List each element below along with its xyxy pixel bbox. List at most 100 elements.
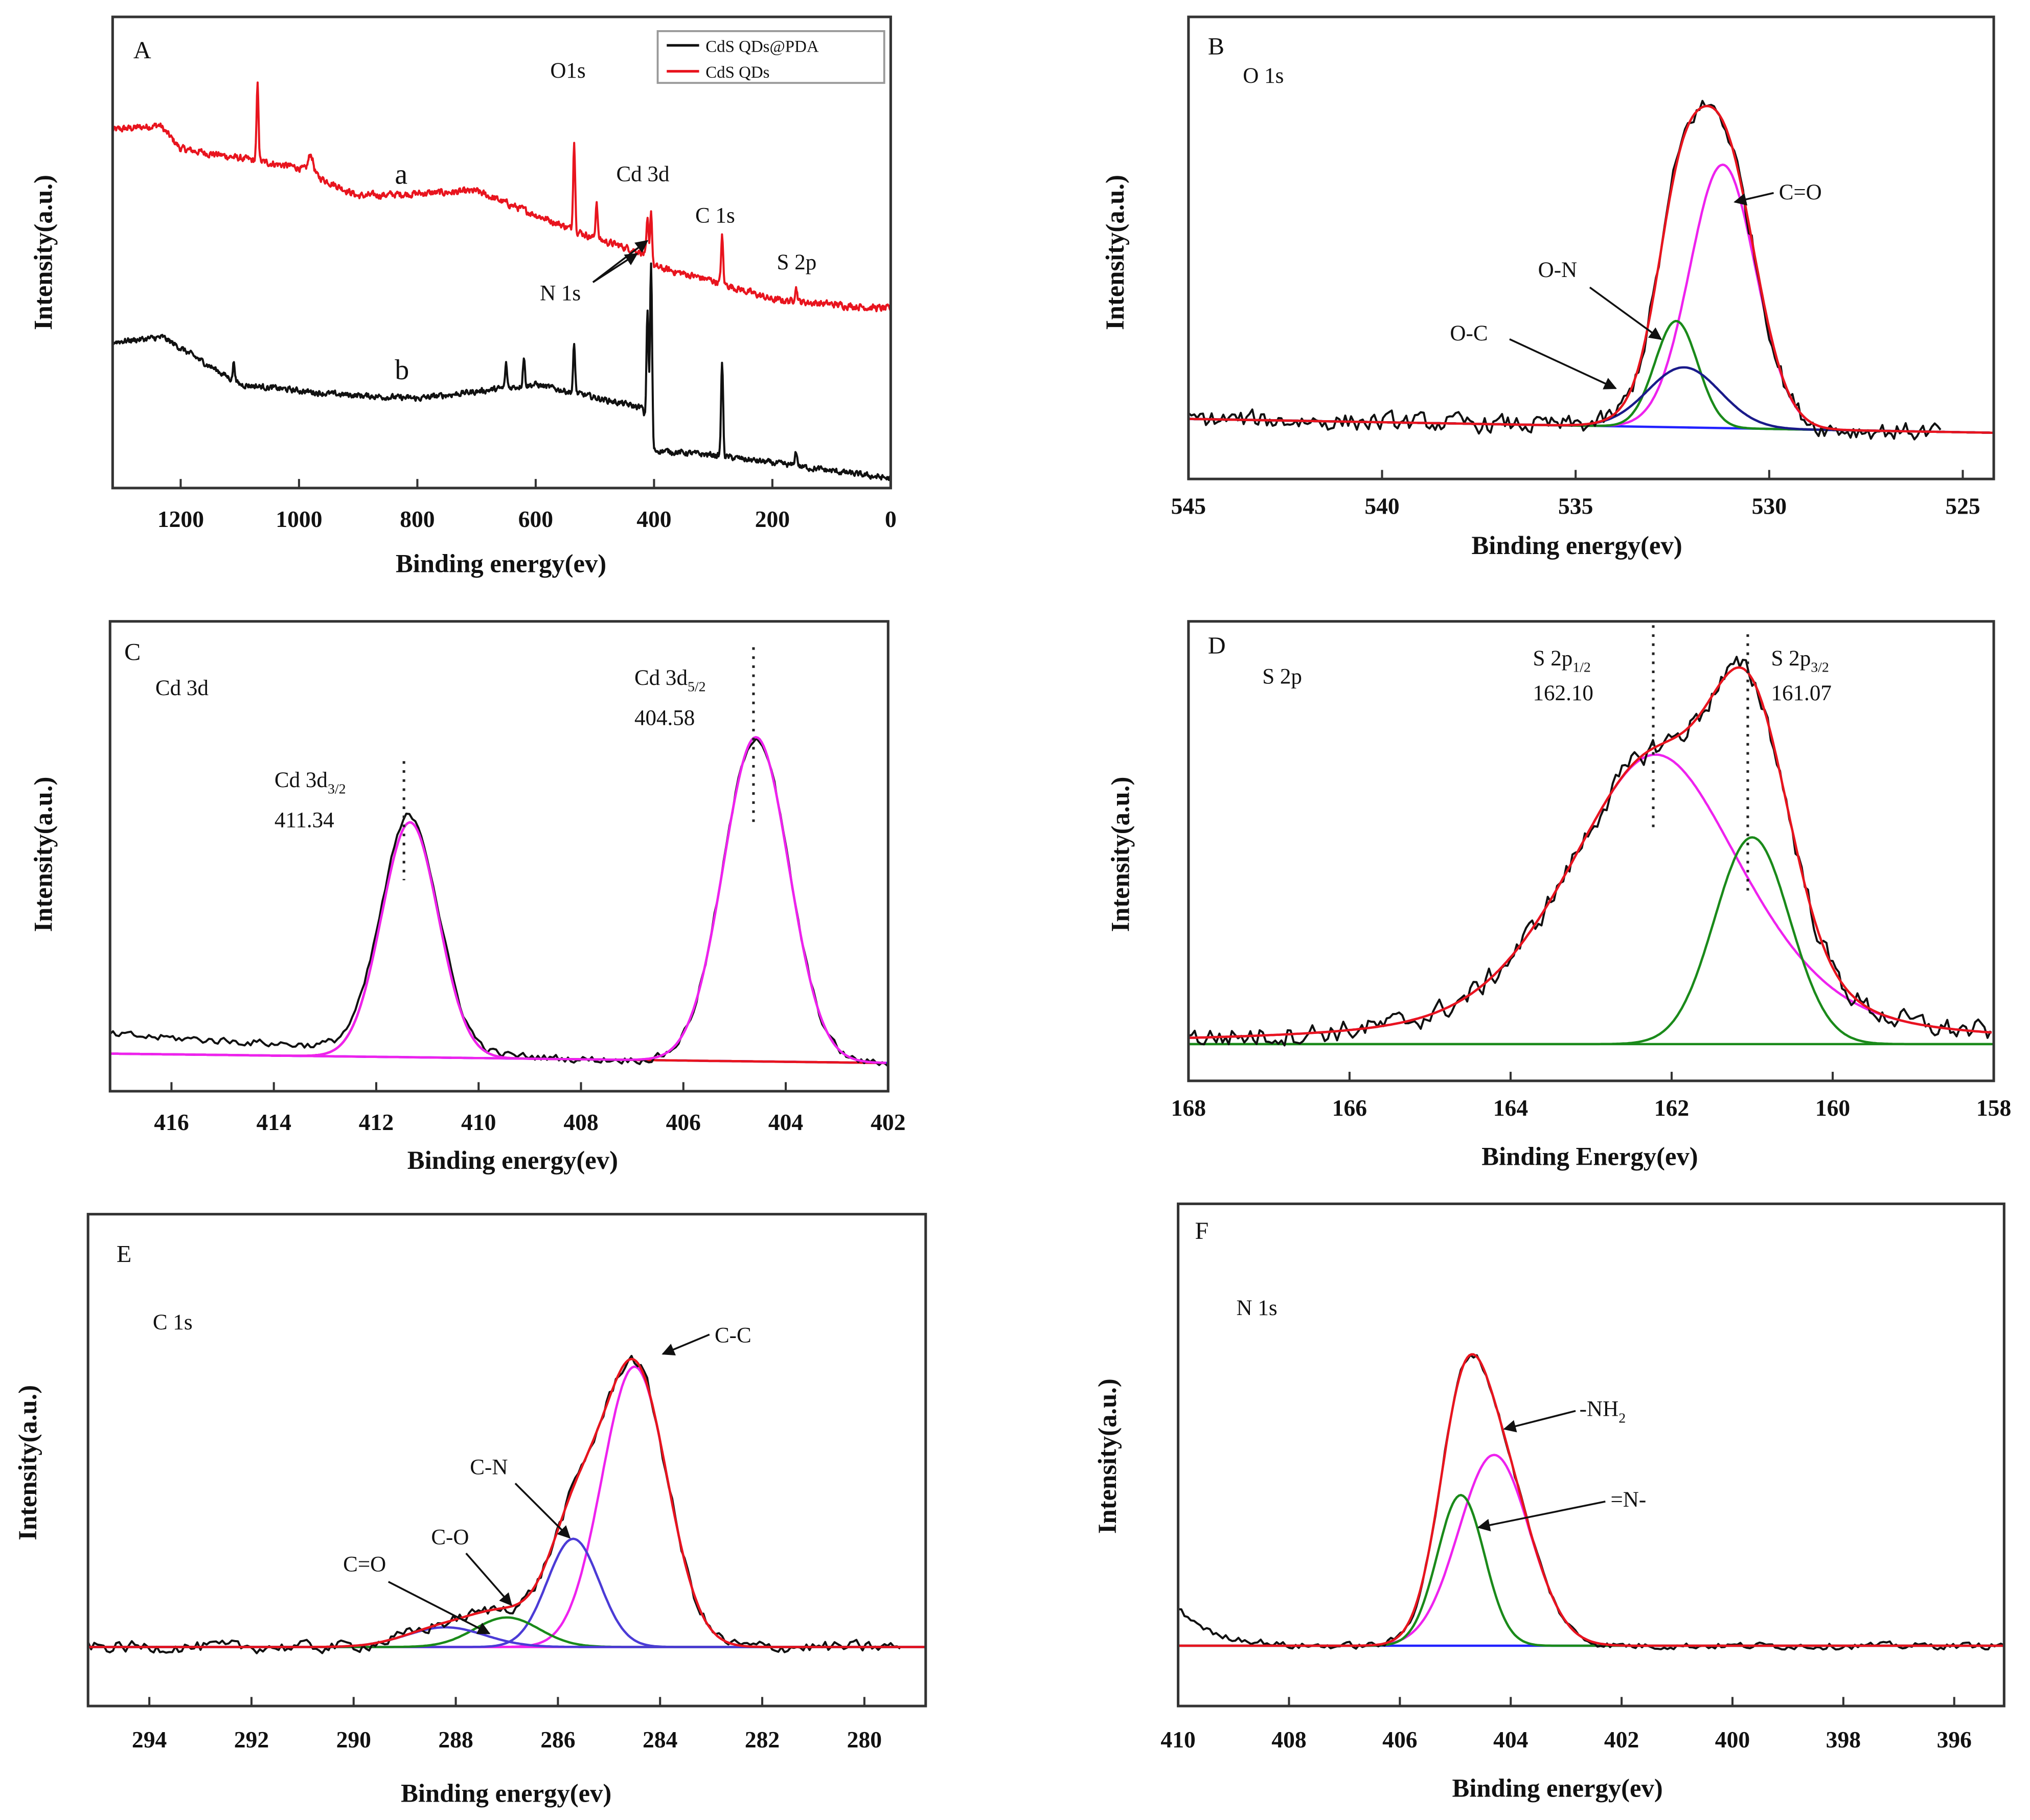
y-axis-label: Intensity(a.u.) [13,1385,42,1540]
panel-title: N 1s [1237,1296,1278,1320]
peak-value: 411.34 [275,808,334,832]
panel-a: A CdS QDs@PDA CdS QDs a b O1s Cd 3d C 1s… [133,30,885,386]
x-tick-label: 168 [1171,1095,1206,1121]
annotation-c-n: C-N [470,1456,508,1480]
x-tick-label: 410 [1160,1726,1195,1753]
y-axis-label: Intensity(a.u.) [1101,175,1129,330]
panel-letter: C [124,639,141,666]
panel-letter: E [117,1240,131,1268]
arrow [387,1581,491,1634]
series-b [111,262,892,481]
x-tick-label: 400 [1715,1726,1750,1753]
x-tick-label: 160 [1815,1095,1850,1121]
axes-layer: 1200 1000 800 600 400 200 0 Binding energy(ev) I… [13,15,2011,1807]
x-tick-label: 545 [1171,493,1206,519]
peak-value: 161.07 [1771,681,1831,705]
curve-layer [87,81,2005,1654]
plot-frame [1187,620,1995,1082]
y-axis-label: Intensity(a.u.) [29,777,57,932]
annotation-c-o-double: C=O [343,1553,386,1577]
x-tick-label: 530 [1752,493,1787,519]
x-tick-label: 162 [1654,1095,1689,1121]
raw-data [1188,100,1942,441]
plot-e [87,1354,925,1654]
x-tick-label: 406 [1382,1726,1417,1753]
x-tick-label: 294 [132,1726,167,1753]
arrow [1509,338,1617,389]
x-tick-label: 158 [1976,1095,2011,1121]
component-C-N [88,1537,925,1648]
raw-data [87,1354,901,1654]
raw-data [109,737,889,1067]
x-tick-label: 282 [745,1726,780,1753]
x-axis-label: Binding energy(ev) [1472,531,1682,560]
x-tick-label: 525 [1945,493,1980,519]
component--NH2 [1178,1454,2004,1647]
x-tick-label: 540 [1364,493,1399,519]
x-tick-label: 402 [1604,1726,1639,1753]
arrow [1503,1410,1576,1433]
component-S 2p1/2 [1188,753,1992,1039]
x-tick-label: 1200 [157,506,204,532]
panel-title: Cd 3d [155,676,209,700]
raw-data [1188,656,1992,1047]
panel-letter: D [1208,632,1226,659]
x-tick-label: 286 [540,1726,575,1753]
annotation-o1s: O1s [550,59,585,83]
x-tick-label: 535 [1558,493,1593,519]
arrow [592,240,649,283]
x-tick-label: 284 [643,1726,677,1753]
legend-label-pda: CdS QDs@PDA [705,37,819,56]
y-axis-label: Intensity(a.u.) [1106,777,1134,932]
x-tick-label: 292 [234,1726,269,1753]
x-axis-label: Binding Energy(ev) [1481,1142,1698,1170]
legend-label-cds: CdS QDs [705,63,769,82]
annotation-n1s: N 1s [540,282,581,306]
legend: CdS QDs@PDA CdS QDs [656,30,885,84]
plot-d [1188,656,1994,1047]
panel-letter: A [133,37,151,64]
plot-frame [111,15,892,490]
panel-title: S 2p [1262,664,1302,688]
component-S 2p3/2 [1188,836,1992,1046]
fit-envelope [1178,1353,2004,1647]
arrow [662,1333,710,1356]
plot-a [111,81,892,481]
peak-label: Cd 3d3/2 [275,768,346,797]
component-C=O [1188,163,1993,434]
peak-label: Cd 3d5/2 [634,666,706,695]
y-axis-label: Intensity(a.u.) [29,175,57,330]
x-axis-label: Binding energy(ev) [401,1779,611,1807]
series-label-a: a [395,159,407,191]
x-tick-label: 800 [400,506,435,532]
x-tick-label: 280 [847,1726,882,1753]
component-=N- [1178,1493,2004,1647]
x-tick-label: 200 [755,506,790,532]
annotation-imine: =N- [1610,1488,1646,1512]
arrow [465,1552,512,1606]
plot-frame [1187,15,1995,480]
x-tick-label: 412 [359,1109,394,1135]
panel-d: D S 2p S 2p1/2 162.10 S 2p3/2 161.07 [1208,625,1832,893]
arrow [1477,1501,1606,1532]
y-axis-label: Intensity(a.u.) [1093,1378,1122,1534]
arrow [1734,192,1774,206]
x-tick-label: 402 [871,1109,905,1135]
x-tick-label: 290 [336,1726,371,1753]
x-tick-label: 288 [438,1726,473,1753]
plot-f [1178,1353,2005,1651]
x-tick-label: 1000 [276,506,322,532]
x-tick-label: 416 [154,1109,189,1135]
panel-c: C Cd 3d Cd 3d3/2 411.34 Cd 3d5/2 404.58 [124,639,755,881]
component-Cd 3d5/2 [110,736,886,1064]
component-Cd 3d3/2 [110,821,886,1065]
x-tick-label: 164 [1493,1095,1528,1121]
arrow [514,1483,571,1539]
panel-f: F N 1s -NH2 =N- [1195,1217,1646,1532]
annotation-c-o-double: C=O [1779,180,1822,204]
annotation-o-n: O-N [1538,258,1578,282]
annotation-s2p: S 2p [777,250,817,274]
panel-e: E C 1s C-C C-N C-O C=O [117,1240,751,1634]
plot-b [1188,100,1993,441]
